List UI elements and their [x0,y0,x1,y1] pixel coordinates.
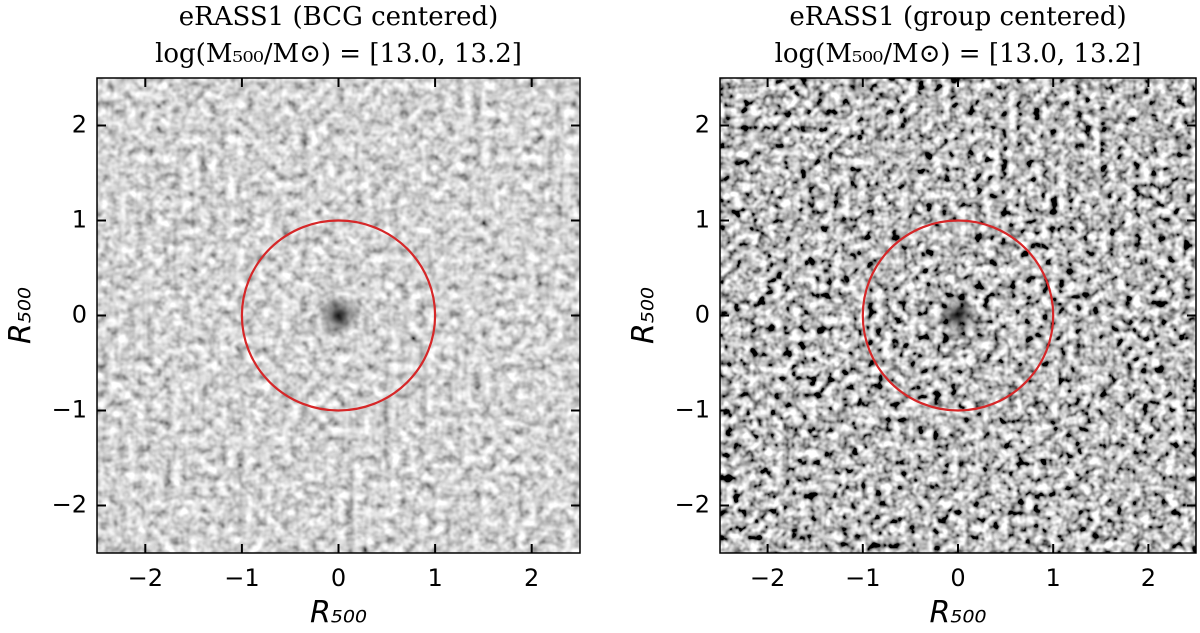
y-tick-label: −2 [675,491,710,519]
y-tick-label: 1 [72,206,87,234]
y-tick-label: −2 [52,491,87,519]
chart-subtitle: log(M₅₀₀/M⊙) = [13.0, 13.2] [775,39,1142,69]
central-emission [936,293,980,338]
x-tick-label: −2 [128,564,163,592]
chart-subtitle: log(M₅₀₀/M⊙) = [13.0, 13.2] [155,39,522,69]
x-tick-label: −1 [224,564,259,592]
x-tick-label: 1 [427,564,442,592]
axes-frame [96,77,581,554]
y-tick-label: 2 [72,111,87,139]
x-tick-label: 1 [1046,564,1061,592]
y-axis-label: R₅₀₀ [627,287,662,344]
y-axis-label: R₅₀₀ [4,287,39,344]
axes-frame [719,77,1197,554]
central-emission [316,293,361,338]
chart-title: eRASS1 (group centered) [789,2,1126,32]
x-tick-label: 2 [1141,564,1156,592]
panel: eRASS1 (group centered) log(M₅₀₀/M⊙) = [1… [627,2,1197,631]
y-tick-label: −1 [52,396,87,424]
y-tick-label: 1 [695,206,710,234]
chart-title: eRASS1 (BCG centered) [179,2,499,32]
x-axis-label: R₅₀₀ [310,596,367,631]
x-axis-label: R₅₀₀ [930,596,987,631]
x-tick-label: 0 [331,564,346,592]
x-tick-label: 2 [524,564,539,592]
r500-circle [861,219,1055,412]
x-tick-label: 0 [950,564,965,592]
y-tick-label: 0 [695,301,710,329]
panel: eRASS1 (BCG centered) log(M₅₀₀/M⊙) = [13.… [4,2,581,631]
r500-circle [240,219,437,412]
y-tick-label: 2 [695,111,710,139]
x-tick-label: −2 [750,564,785,592]
x-tick-label: −1 [845,564,880,592]
y-tick-label: 0 [72,301,87,329]
y-tick-label: −1 [675,396,710,424]
